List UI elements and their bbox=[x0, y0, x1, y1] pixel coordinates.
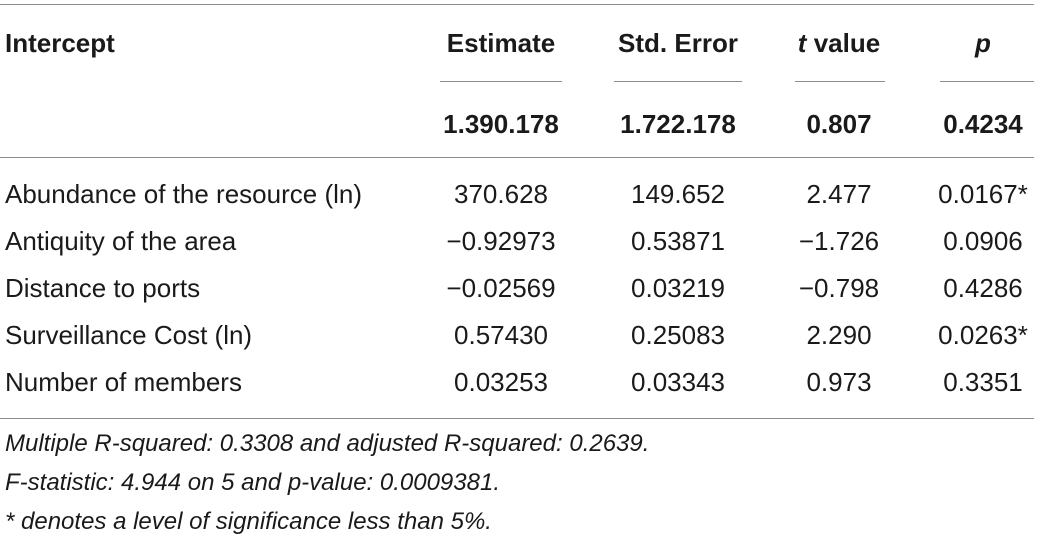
row-p: 0.3351 bbox=[943, 367, 1023, 397]
underline-estimate bbox=[440, 81, 562, 82]
table-top-rule bbox=[0, 4, 1034, 5]
intercept-std-error: 1.722.178 bbox=[620, 109, 736, 139]
row-label: Abundance of the resource (ln) bbox=[5, 179, 362, 209]
header-t-italic: t bbox=[797, 28, 807, 58]
row-p: 0.0167* bbox=[938, 179, 1028, 209]
row-estimate: 0.03253 bbox=[454, 367, 548, 397]
row-label: Number of members bbox=[5, 367, 242, 397]
intercept-p: 0.4234 bbox=[943, 109, 1023, 139]
row-t-value: 2.477 bbox=[806, 179, 872, 209]
table-bottom-rule bbox=[0, 418, 1034, 419]
row-std-error: 0.25083 bbox=[631, 320, 725, 350]
row-label: Distance to ports bbox=[5, 273, 201, 303]
row-p: 0.4286 bbox=[943, 273, 1023, 303]
header-t-value: t value bbox=[798, 28, 880, 58]
row-estimate: 370.628 bbox=[454, 179, 548, 209]
row-t-value: −0.798 bbox=[798, 273, 880, 303]
header-p: p bbox=[975, 28, 991, 58]
row-estimate: 0.57430 bbox=[454, 320, 548, 350]
footnote-f-statistic: F-statistic: 4.944 on 5 and p-value: 0.0… bbox=[5, 469, 500, 496]
underline-std-error bbox=[614, 81, 742, 82]
row-t-value: 0.973 bbox=[806, 367, 872, 397]
header-t-rest: value bbox=[806, 28, 881, 58]
underline-t-value bbox=[795, 81, 885, 82]
row-p: 0.0906 bbox=[943, 226, 1023, 256]
row-std-error: 0.03219 bbox=[631, 273, 725, 303]
intercept-t-value: 0.807 bbox=[806, 109, 872, 139]
row-p: 0.0263* bbox=[938, 320, 1028, 350]
intercept-estimate: 1.390.178 bbox=[443, 109, 559, 139]
header-intercept: Intercept bbox=[5, 28, 115, 58]
row-std-error: 0.03343 bbox=[631, 367, 725, 397]
header-std-error: Std. Error bbox=[618, 28, 738, 58]
row-label: Antiquity of the area bbox=[5, 226, 237, 256]
row-std-error: 0.53871 bbox=[631, 226, 725, 256]
underline-p bbox=[940, 81, 1034, 82]
row-t-value: 2.290 bbox=[806, 320, 872, 350]
table-header-rule bbox=[0, 157, 1034, 158]
row-estimate: −0.02569 bbox=[446, 273, 556, 303]
row-std-error: 149.652 bbox=[631, 179, 725, 209]
header-estimate: Estimate bbox=[446, 28, 556, 58]
row-label: Surveillance Cost (ln) bbox=[5, 320, 253, 350]
row-t-value: −1.726 bbox=[798, 226, 880, 256]
row-estimate: −0.92973 bbox=[446, 226, 556, 256]
footnote-r-squared: Multiple R-squared: 0.3308 and adjusted … bbox=[5, 430, 650, 457]
footnote-significance: * denotes a level of significance less t… bbox=[5, 508, 492, 535]
